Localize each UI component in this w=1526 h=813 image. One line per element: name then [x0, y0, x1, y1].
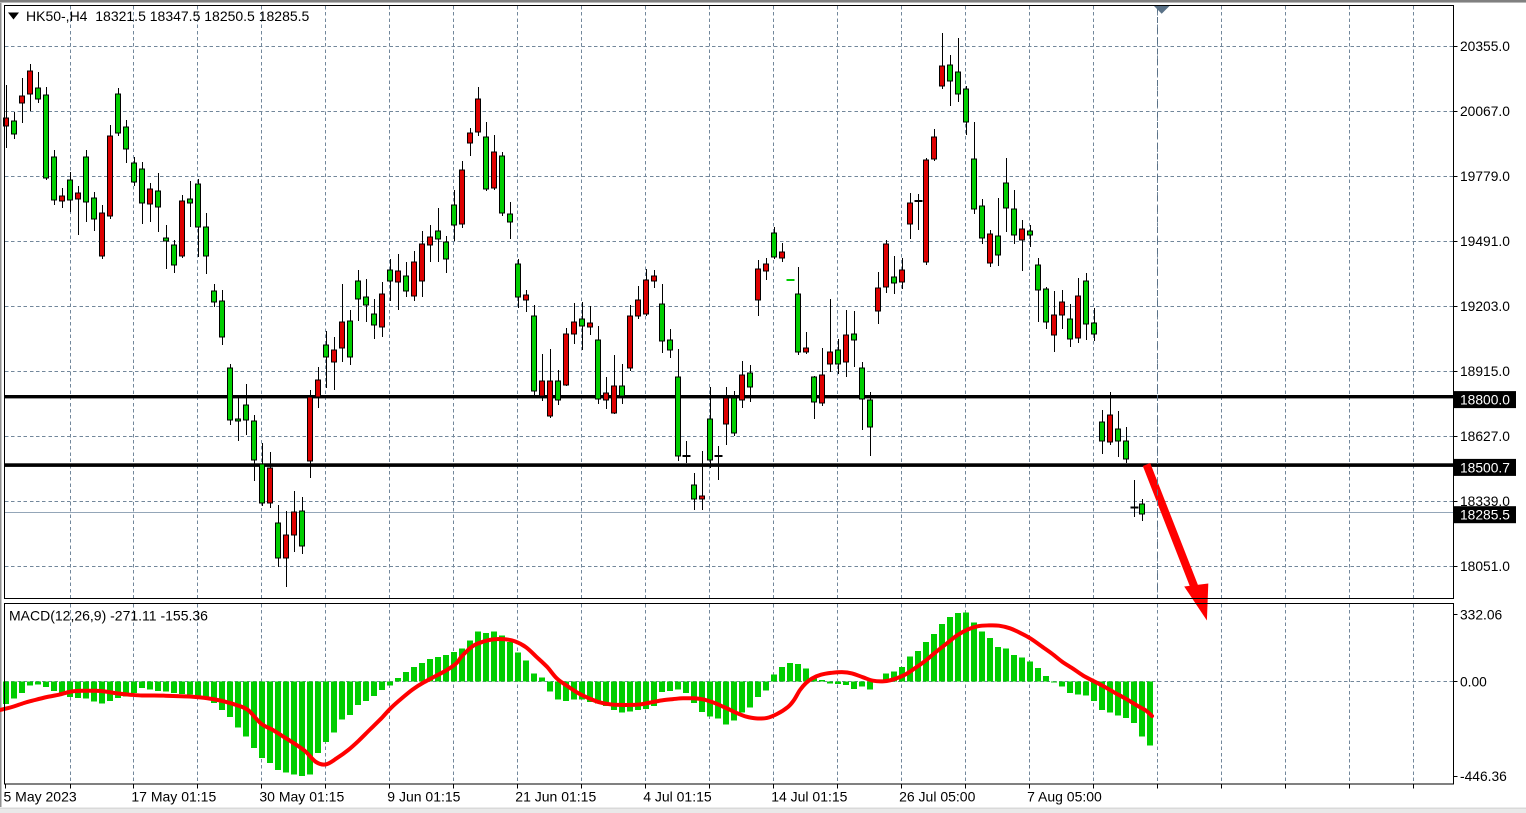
- svg-text:18051.0: 18051.0: [1460, 559, 1510, 574]
- svg-text:18285.5: 18285.5: [1460, 508, 1510, 523]
- svg-text:0.00: 0.00: [1460, 674, 1487, 689]
- svg-text:MACD(12,26,9) -271.11 -155.36: MACD(12,26,9) -271.11 -155.36: [9, 608, 208, 624]
- svg-text:26 Jul 05:00: 26 Jul 05:00: [899, 789, 975, 805]
- svg-text:20355.0: 20355.0: [1460, 39, 1510, 54]
- svg-text:18800.0: 18800.0: [1460, 393, 1510, 408]
- svg-text:30 May 01:15: 30 May 01:15: [259, 789, 344, 805]
- svg-text:18915.0: 18915.0: [1460, 364, 1510, 379]
- svg-text:9 Jun 01:15: 9 Jun 01:15: [387, 789, 460, 805]
- svg-text:20067.0: 20067.0: [1460, 104, 1510, 119]
- svg-text:4 Jul 01:15: 4 Jul 01:15: [643, 789, 712, 805]
- svg-text:18500.7: 18500.7: [1460, 460, 1510, 475]
- svg-text:18627.0: 18627.0: [1460, 429, 1510, 444]
- svg-text:19779.0: 19779.0: [1460, 169, 1510, 184]
- svg-text:17 May 01:15: 17 May 01:15: [131, 789, 216, 805]
- svg-text:-446.36: -446.36: [1460, 769, 1507, 784]
- svg-text:14 Jul 01:15: 14 Jul 01:15: [771, 789, 847, 805]
- svg-text:21 Jun 01:15: 21 Jun 01:15: [515, 789, 596, 805]
- svg-text:7 Aug 05:00: 7 Aug 05:00: [1027, 789, 1102, 805]
- svg-text:HK50-,H4 18321.5 18347.5 1825: HK50-,H4 18321.5 18347.5 18250.5 18285.5: [26, 8, 310, 24]
- svg-text:19203.0: 19203.0: [1460, 299, 1510, 314]
- svg-text:5 May 2023: 5 May 2023: [4, 789, 77, 805]
- svg-text:18339.0: 18339.0: [1460, 494, 1510, 509]
- svg-text:332.06: 332.06: [1460, 608, 1503, 623]
- svg-text:19491.0: 19491.0: [1460, 234, 1510, 249]
